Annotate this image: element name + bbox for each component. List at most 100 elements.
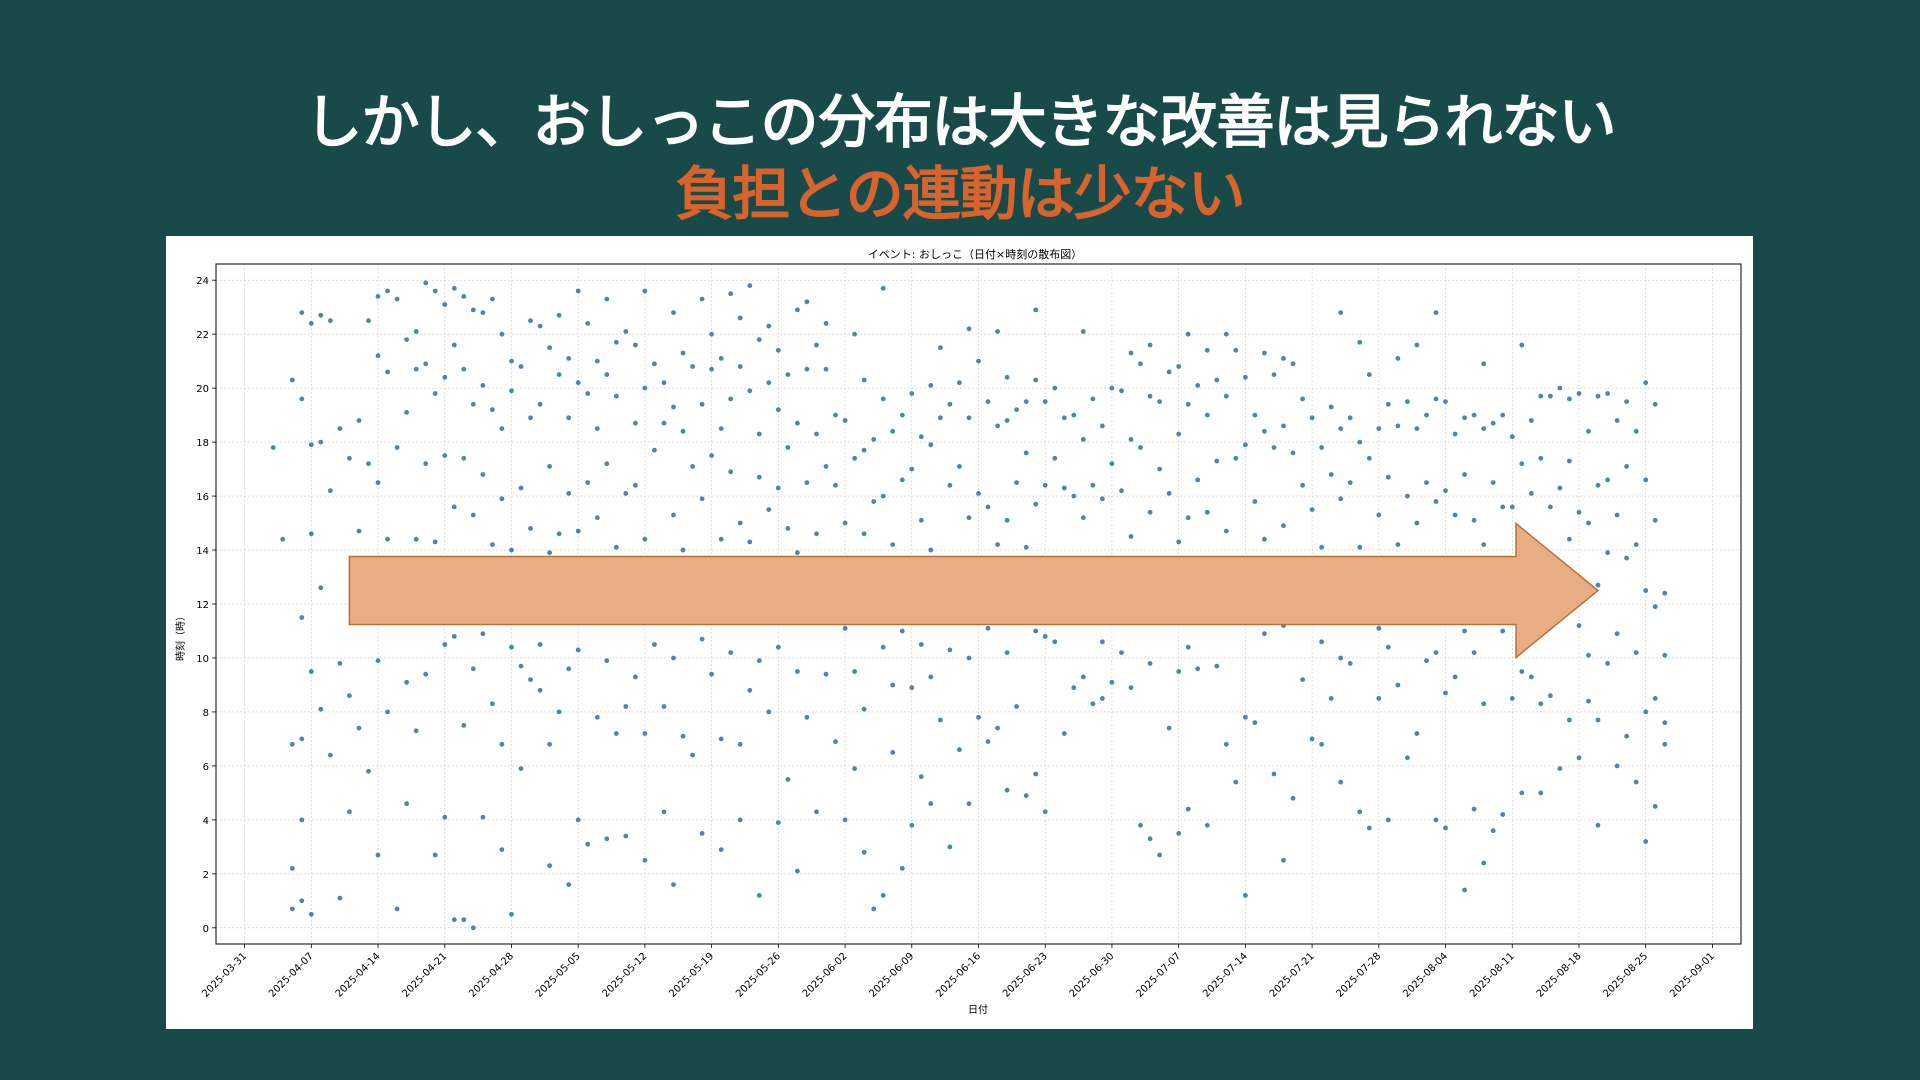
data-point: [633, 482, 638, 488]
data-point: [1014, 480, 1019, 485]
data-point: [690, 364, 695, 369]
data-point: [1300, 396, 1305, 402]
data-point: [756, 658, 762, 664]
data-point: [1395, 423, 1401, 429]
data-point: [1433, 817, 1439, 823]
data-point: [1376, 696, 1382, 701]
data-point: [852, 331, 857, 337]
data-point: [833, 482, 838, 488]
data-point: [642, 857, 648, 863]
data-point: [1614, 418, 1620, 423]
data-point: [1033, 501, 1039, 507]
data-point: [690, 752, 695, 758]
data-point: [756, 893, 762, 898]
data-point: [518, 663, 524, 669]
data-point: [1204, 822, 1210, 828]
data-point: [985, 739, 991, 744]
data-point: [404, 679, 409, 685]
data-point: [1157, 466, 1162, 472]
data-point: [490, 296, 495, 302]
y-tick-label: 18: [196, 438, 209, 449]
data-point: [451, 285, 457, 291]
data-point: [1395, 542, 1401, 547]
data-point: [289, 741, 295, 747]
data-point: [842, 817, 848, 823]
data-point: [1033, 307, 1039, 313]
data-point: [566, 882, 572, 887]
data-point: [1243, 374, 1248, 380]
data-point: [1509, 696, 1515, 701]
data-point: [528, 677, 533, 682]
data-point: [1300, 482, 1305, 488]
x-tick-label: 2025-07-21: [1268, 951, 1317, 1000]
data-point: [642, 385, 648, 391]
data-point: [699, 401, 705, 407]
data-point: [566, 491, 572, 496]
data-point: [880, 644, 886, 650]
data-point: [1042, 634, 1048, 639]
data-point: [899, 628, 905, 634]
data-point: [289, 866, 295, 871]
data-point: [385, 536, 390, 542]
trend-arrow: [348, 521, 1600, 660]
x-tick-label: 2025-06-09: [867, 951, 916, 1000]
data-point: [1109, 679, 1115, 685]
data-point: [432, 391, 438, 396]
data-point: [1233, 779, 1239, 785]
data-point: [1605, 391, 1610, 396]
data-point: [985, 625, 991, 631]
x-tick-label: 2025-08-04: [1401, 951, 1450, 1000]
data-point: [575, 647, 581, 653]
data-point: [1538, 701, 1544, 707]
data-point: [328, 752, 333, 758]
data-point: [861, 377, 867, 383]
data-point: [1652, 604, 1658, 610]
data-point: [289, 906, 295, 912]
data-point: [1405, 493, 1410, 499]
data-point: [375, 852, 381, 858]
data-point: [737, 315, 743, 321]
data-point: [1576, 623, 1582, 628]
data-point: [976, 491, 981, 496]
y-tick-label: 12: [196, 600, 209, 611]
data-point: [470, 512, 476, 518]
data-point: [1243, 714, 1248, 720]
data-point: [1395, 682, 1401, 688]
data-point: [957, 380, 962, 386]
data-point: [413, 329, 419, 334]
data-point: [1147, 393, 1153, 399]
data-point: [556, 312, 562, 318]
data-point: [633, 674, 638, 680]
x-tick-label: 2025-07-14: [1201, 951, 1250, 1000]
data-point: [1223, 528, 1229, 534]
data-point: [556, 531, 562, 537]
data-point: [1328, 404, 1334, 410]
data-point: [337, 895, 343, 901]
trend-arrow-layer: [348, 521, 1600, 660]
data-point: [880, 396, 886, 402]
data-point: [709, 366, 714, 372]
data-point: [1376, 625, 1382, 631]
data-point: [804, 480, 810, 485]
data-point: [480, 472, 486, 477]
data-point: [1385, 644, 1391, 650]
data-point: [1338, 310, 1344, 315]
data-point: [1633, 650, 1639, 655]
data-point: [1185, 644, 1191, 650]
data-point: [1128, 437, 1134, 442]
data-point: [928, 801, 934, 807]
data-point: [1548, 504, 1553, 510]
data-point: [356, 418, 362, 423]
data-point: [575, 380, 581, 386]
data-point: [957, 464, 962, 469]
data-point: [1033, 771, 1039, 777]
slide-subline: 負担との連動は少ない: [675, 160, 1245, 228]
data-point: [890, 682, 896, 688]
data-point: [1662, 590, 1668, 596]
data-point: [413, 366, 419, 372]
data-point: [347, 455, 352, 461]
data-point: [1119, 488, 1124, 494]
chart-title: イベント: おしっこ（日付×時刻の散布図）: [868, 247, 1082, 261]
data-point: [1290, 450, 1296, 456]
data-point: [1319, 544, 1324, 550]
